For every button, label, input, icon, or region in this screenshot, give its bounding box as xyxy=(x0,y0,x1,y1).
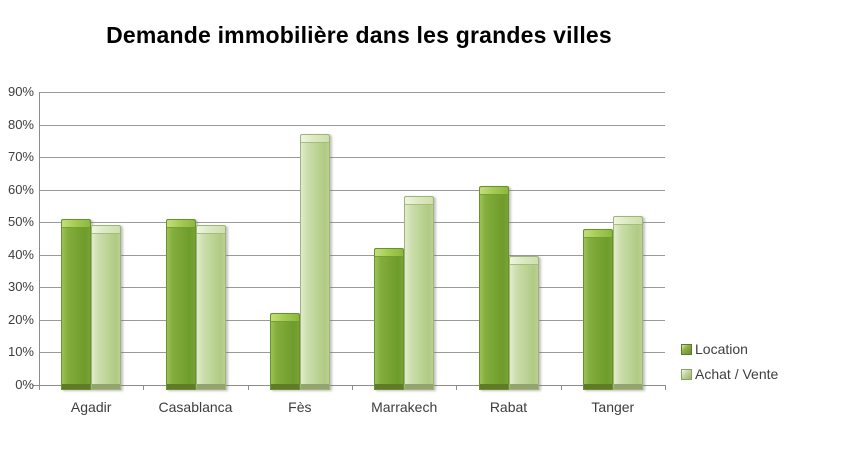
gridline xyxy=(39,189,665,191)
bar-bottom-bevel xyxy=(479,383,508,389)
gridline xyxy=(39,287,665,289)
gridline xyxy=(39,124,665,126)
bar-top-bevel xyxy=(613,216,642,225)
bar-bottom-bevel xyxy=(375,383,404,389)
bar-top-bevel xyxy=(92,226,121,235)
legend-swatch-icon xyxy=(681,368,692,380)
gridline xyxy=(39,157,665,159)
y-axis-tick-label: 40% xyxy=(7,246,34,262)
chart-title: Demande immobilière dans les grandes vil… xyxy=(106,22,612,48)
y-axis-tick-label: 50% xyxy=(7,214,34,230)
y-axis-tick-label: 30% xyxy=(7,279,34,295)
bar-location-f-s xyxy=(269,313,300,390)
x-axis-tick xyxy=(247,385,249,390)
y-axis-tick-label: 70% xyxy=(7,149,34,165)
legend-label: Achat / Vente xyxy=(695,366,779,382)
x-axis-tick xyxy=(39,385,40,390)
bar-bottom-bevel xyxy=(62,383,91,389)
x-axis-category-label: Tanger xyxy=(591,399,635,415)
x-axis-category-label: Fès xyxy=(288,399,312,415)
bar-top-bevel xyxy=(62,219,91,228)
bar-top-bevel xyxy=(375,249,404,258)
x-axis-tick xyxy=(560,385,562,390)
bar-top-bevel xyxy=(196,226,225,235)
bar-bottom-bevel xyxy=(509,383,538,389)
bar-top-bevel xyxy=(509,257,538,266)
bar-top-bevel xyxy=(166,219,195,228)
y-axis-tick-label: 80% xyxy=(7,116,34,132)
bar-location-casablanca xyxy=(165,218,196,390)
x-axis-tick xyxy=(143,385,145,390)
legend-label: Location xyxy=(695,341,748,357)
x-axis-category-label: Rabat xyxy=(489,399,528,415)
y-axis-tick-label: 20% xyxy=(7,311,34,327)
bar-bottom-bevel xyxy=(583,383,612,389)
bar-location-agadir xyxy=(61,218,92,390)
bar-location-marrakech xyxy=(374,248,405,390)
bar-top-bevel xyxy=(405,197,434,206)
x-axis-line xyxy=(33,385,665,386)
y-axis-tick-label: 10% xyxy=(7,344,34,360)
x-axis-tick xyxy=(456,385,458,390)
y-axis-tick-label: 60% xyxy=(7,181,34,197)
bar-achat-vente-agadir xyxy=(91,225,122,390)
gridline xyxy=(39,352,665,354)
bar-bottom-bevel xyxy=(300,383,329,389)
bar-bottom-bevel xyxy=(405,383,434,389)
bar-bottom-bevel xyxy=(270,383,299,389)
bar-top-bevel xyxy=(270,314,299,323)
bar-achat-vente-f-s xyxy=(299,134,330,390)
x-axis-category-label: Marrakech xyxy=(371,399,438,415)
bar-achat-vente-marrakech xyxy=(404,196,435,390)
gridline xyxy=(39,254,665,256)
bar-bottom-bevel xyxy=(613,383,642,389)
bar-bottom-bevel xyxy=(92,383,121,389)
x-axis-category-label: Agadir xyxy=(70,399,112,415)
legend-item-achat-vente: Achat / Vente xyxy=(681,365,778,383)
bar-top-bevel xyxy=(300,135,329,144)
bar-top-bevel xyxy=(479,187,508,196)
bar-location-rabat xyxy=(478,186,509,390)
gridline xyxy=(39,92,665,93)
gridline xyxy=(39,319,665,321)
legend-item-location: Location xyxy=(681,340,778,358)
y-axis-tick-label: 90% xyxy=(7,84,34,99)
bar-bottom-bevel xyxy=(166,383,195,389)
y-axis-tick-label: 0% xyxy=(15,377,34,392)
bar-achat-vente-casablanca xyxy=(195,225,226,390)
legend: Location Achat / Vente xyxy=(681,340,778,390)
x-axis-category-label: Casablanca xyxy=(158,399,233,415)
bar-achat-vente-tanger xyxy=(612,215,643,390)
bar-achat-vente-rabat xyxy=(508,256,539,390)
legend-swatch-icon xyxy=(681,343,692,355)
x-axis-tick xyxy=(665,385,666,390)
bar-location-tanger xyxy=(582,228,613,390)
gridline xyxy=(39,222,665,224)
x-axis-tick xyxy=(352,385,353,390)
y-axis-line xyxy=(39,92,40,390)
bar-bottom-bevel xyxy=(196,383,225,389)
bar-top-bevel xyxy=(583,229,612,238)
